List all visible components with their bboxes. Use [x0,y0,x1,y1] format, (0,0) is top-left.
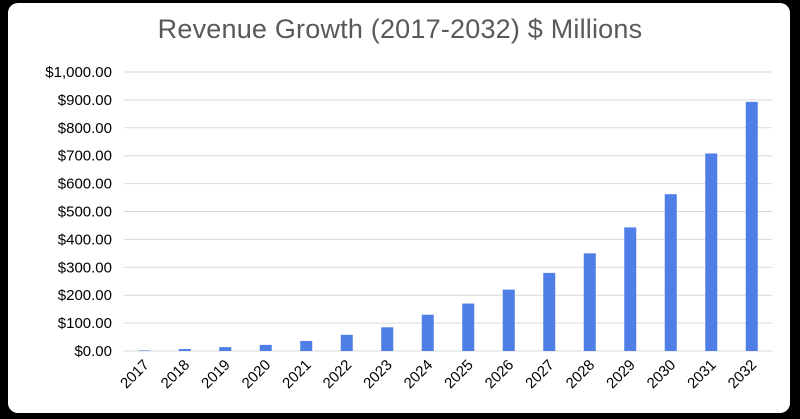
x-tick-label-2031: 2031 [684,357,720,393]
bar-2019 [219,347,232,351]
x-tick-label-2032: 2032 [725,357,761,393]
y-tick-label: $0.00 [74,343,112,360]
x-tick-label-2026: 2026 [482,357,518,393]
bar-2020 [259,344,272,351]
bar-2031 [705,153,718,351]
x-tick-label-2018: 2018 [158,357,194,393]
bar-2022 [340,334,353,351]
x-tick-label-2029: 2029 [603,357,639,393]
y-tick-label: $400.00 [58,231,112,248]
bar-2021 [300,340,313,351]
bar-2030 [664,194,677,351]
x-tick-label-2021: 2021 [279,357,315,393]
bar-2029 [624,227,637,351]
bar-2032 [745,101,758,351]
y-tick-label: $600.00 [58,176,112,193]
y-tick-label: $700.00 [58,148,112,165]
x-tick-label-2028: 2028 [563,357,599,393]
x-tick-label-2020: 2020 [239,357,275,393]
x-tick-label-2023: 2023 [360,357,396,393]
y-tick-label: $900.00 [58,92,112,109]
bar-2026 [502,289,515,351]
y-tick-label: $1,000.00 [45,64,112,81]
chart-title: Revenue Growth (2017-2032) $ Millions [157,14,643,44]
bar-2024 [421,314,434,351]
x-tick-label-2030: 2030 [644,357,680,393]
x-tick-label-2024: 2024 [401,357,437,393]
y-tick-label: $300.00 [58,259,112,276]
x-tick-label-2022: 2022 [320,357,356,393]
bar-2027 [543,272,556,351]
x-tick-label-2019: 2019 [198,357,234,393]
bar-2025 [462,303,475,351]
x-tick-label-2017: 2017 [117,357,153,393]
bar-2017 [138,350,151,351]
x-tick-label-2025: 2025 [441,357,477,393]
y-tick-label: $500.00 [58,204,112,221]
y-tick-label: $800.00 [58,120,112,137]
y-tick-label: $100.00 [58,315,112,332]
x-tick-label-2027: 2027 [522,357,558,393]
bar-2028 [583,253,596,351]
bar-2018 [178,349,191,351]
y-tick-label: $200.00 [58,287,112,304]
bar-2023 [381,327,394,351]
chart-card [8,3,790,413]
